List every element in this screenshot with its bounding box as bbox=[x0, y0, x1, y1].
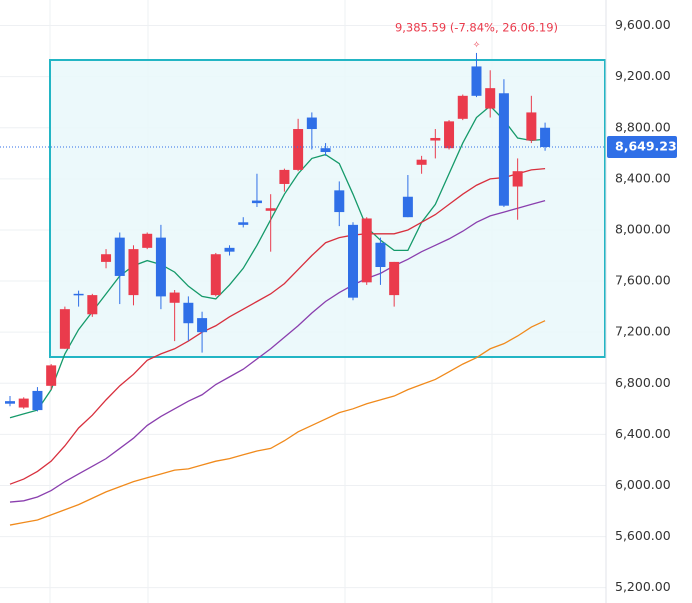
y-tick-label: 6,800.00 bbox=[615, 375, 671, 390]
candle-body bbox=[46, 365, 57, 386]
candle-body bbox=[498, 93, 509, 206]
candle-body bbox=[293, 129, 304, 170]
candle-body bbox=[59, 309, 70, 349]
candle-body bbox=[183, 302, 194, 324]
last-price-label: 8,649.23 bbox=[615, 139, 677, 154]
moving-average bbox=[9, 167, 546, 485]
candle-body bbox=[512, 171, 523, 187]
candle-body bbox=[18, 398, 29, 408]
candle-body bbox=[32, 390, 43, 411]
candle-body bbox=[73, 293, 84, 296]
candle-body bbox=[306, 117, 317, 130]
candle-body bbox=[142, 233, 153, 248]
candle-body bbox=[210, 254, 221, 296]
candle-body bbox=[348, 224, 358, 298]
candle-body bbox=[87, 295, 98, 315]
candle-body bbox=[101, 254, 112, 262]
candle-body bbox=[375, 242, 386, 268]
candle-body bbox=[251, 200, 262, 204]
y-tick-label: 8,000.00 bbox=[615, 221, 671, 236]
candle-body bbox=[155, 237, 166, 297]
moving-average bbox=[9, 320, 546, 526]
y-tick-label: 6,000.00 bbox=[615, 477, 671, 492]
moving-average bbox=[9, 105, 546, 419]
y-tick-label: 6,400.00 bbox=[615, 426, 671, 441]
moving-average bbox=[9, 199, 546, 503]
candle-body bbox=[361, 218, 372, 283]
candle-body bbox=[457, 95, 468, 119]
candle-body bbox=[526, 112, 537, 141]
y-tick-label: 5,600.00 bbox=[615, 528, 671, 543]
y-tick-label: 5,200.00 bbox=[615, 579, 671, 594]
candle-body bbox=[169, 292, 180, 303]
candle-body bbox=[197, 318, 208, 333]
candle-body bbox=[416, 159, 427, 165]
candle-body bbox=[128, 249, 139, 296]
candle-body bbox=[279, 169, 290, 184]
last-price-box bbox=[607, 136, 677, 159]
candle-body bbox=[320, 148, 331, 153]
y-tick-label: 8,800.00 bbox=[615, 119, 671, 134]
candle-body bbox=[402, 196, 413, 218]
candle-body bbox=[224, 247, 235, 252]
candle-body bbox=[485, 88, 496, 109]
y-tick-label: 7,200.00 bbox=[615, 324, 671, 339]
candle-body bbox=[5, 401, 15, 404]
candle-body bbox=[540, 127, 551, 148]
candle-body bbox=[265, 208, 276, 211]
candle-body bbox=[471, 66, 482, 96]
candle-body bbox=[114, 237, 125, 276]
candle-body bbox=[389, 261, 400, 296]
y-tick-label: 9,600.00 bbox=[615, 17, 671, 32]
y-tick-label: 7,600.00 bbox=[615, 273, 671, 288]
range-box bbox=[49, 59, 606, 358]
y-tick-label: 9,200.00 bbox=[615, 68, 671, 83]
candle-body bbox=[444, 121, 455, 149]
y-tick-label: 8,400.00 bbox=[615, 170, 671, 185]
candle-body bbox=[238, 222, 249, 225]
candle-body bbox=[334, 190, 345, 213]
candle-body bbox=[430, 137, 441, 141]
annotation: 9,385.59 (-7.84%, 26.06.19) bbox=[395, 20, 558, 34]
high-marker: ✧ bbox=[473, 40, 481, 50]
